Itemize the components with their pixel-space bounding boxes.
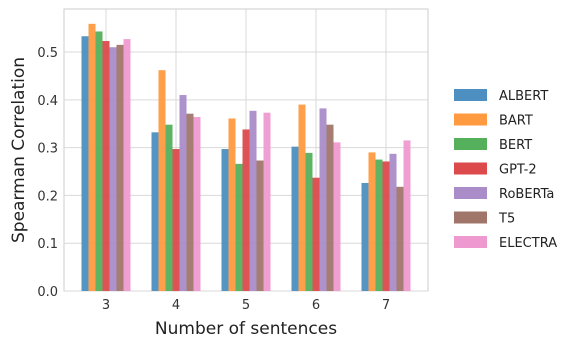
bar-bart-3 bbox=[88, 23, 96, 291]
bar-gpt-2-7 bbox=[382, 161, 390, 291]
bar-gpt-2-6 bbox=[312, 177, 320, 291]
legend-label: ELECTRA bbox=[499, 236, 557, 251]
bar-albert-6 bbox=[291, 146, 299, 291]
y-tick-label: 0.1 bbox=[37, 237, 58, 252]
legend-label: BART bbox=[499, 114, 533, 129]
bar-gpt-2-3 bbox=[102, 41, 110, 291]
legend-swatch bbox=[454, 236, 487, 248]
bar-roberta-3 bbox=[109, 47, 117, 291]
bars bbox=[81, 23, 411, 292]
bar-gpt-2-5 bbox=[242, 129, 250, 291]
bar-roberta-7 bbox=[389, 153, 397, 291]
bar-bert-5 bbox=[235, 163, 243, 291]
bar-albert-5 bbox=[221, 149, 229, 291]
y-tick-label: 0.4 bbox=[37, 94, 58, 109]
legend-swatch bbox=[454, 211, 487, 224]
bar-electra-7 bbox=[403, 140, 411, 291]
y-tick-label: 0.0 bbox=[37, 285, 58, 300]
bar-roberta-4 bbox=[179, 95, 187, 291]
y-tick-label: 0.5 bbox=[37, 46, 58, 61]
bar-t5-4 bbox=[186, 113, 194, 291]
legend-label: ALBERT bbox=[499, 89, 548, 104]
x-tick-label: 4 bbox=[172, 298, 180, 313]
legend: ALBERT BART BERT GPT-2 RoBERTa T5 ELECTRA bbox=[454, 89, 557, 251]
legend-label: RoBERTa bbox=[499, 187, 554, 202]
bar-albert-3 bbox=[81, 36, 89, 292]
bar-bart-5 bbox=[228, 118, 236, 291]
bar-electra-4 bbox=[193, 117, 201, 291]
bar-bert-3 bbox=[95, 31, 103, 291]
bar-bart-7 bbox=[368, 152, 376, 291]
y-tick-labels: 0.0 0.1 0.2 0.3 0.4 0.5 bbox=[37, 46, 58, 300]
bar-t5-6 bbox=[326, 124, 334, 292]
bar-t5-3 bbox=[116, 44, 124, 291]
bar-t5-5 bbox=[256, 160, 264, 291]
legend-label: T5 bbox=[498, 212, 515, 227]
x-axis-label: Number of sentences bbox=[155, 319, 337, 339]
bar-roberta-5 bbox=[249, 110, 257, 291]
legend-swatch bbox=[454, 187, 487, 199]
bar-bart-6 bbox=[298, 104, 306, 291]
x-tick-labels: 3 4 5 6 7 bbox=[102, 298, 390, 313]
legend-swatch bbox=[454, 113, 487, 126]
y-axis-label: Spearman Correlation bbox=[9, 57, 29, 243]
x-tick-label: 5 bbox=[242, 298, 250, 313]
bar-bert-7 bbox=[375, 159, 383, 291]
legend-swatch bbox=[454, 138, 487, 150]
bar-bart-4 bbox=[158, 70, 166, 292]
bar-albert-7 bbox=[361, 182, 369, 291]
legend-label: GPT-2 bbox=[499, 163, 537, 178]
x-tick-label: 3 bbox=[102, 298, 110, 313]
bar-bert-4 bbox=[165, 124, 173, 292]
bar-electra-5 bbox=[263, 112, 271, 291]
bar-roberta-6 bbox=[319, 108, 327, 291]
bar-electra-3 bbox=[123, 39, 131, 292]
x-tick-label: 6 bbox=[312, 298, 320, 313]
legend-swatch bbox=[454, 162, 487, 175]
bar-gpt-2-4 bbox=[172, 149, 180, 291]
bar-electra-6 bbox=[333, 142, 341, 291]
bar-t5-7 bbox=[396, 186, 404, 291]
legend-label: BERT bbox=[499, 138, 532, 153]
bar-bert-6 bbox=[305, 152, 313, 291]
legend-swatch bbox=[454, 89, 487, 101]
x-tick-label: 7 bbox=[382, 298, 390, 313]
bar-albert-4 bbox=[151, 132, 159, 291]
y-tick-label: 0.3 bbox=[37, 142, 58, 157]
y-tick-label: 0.2 bbox=[37, 189, 58, 204]
